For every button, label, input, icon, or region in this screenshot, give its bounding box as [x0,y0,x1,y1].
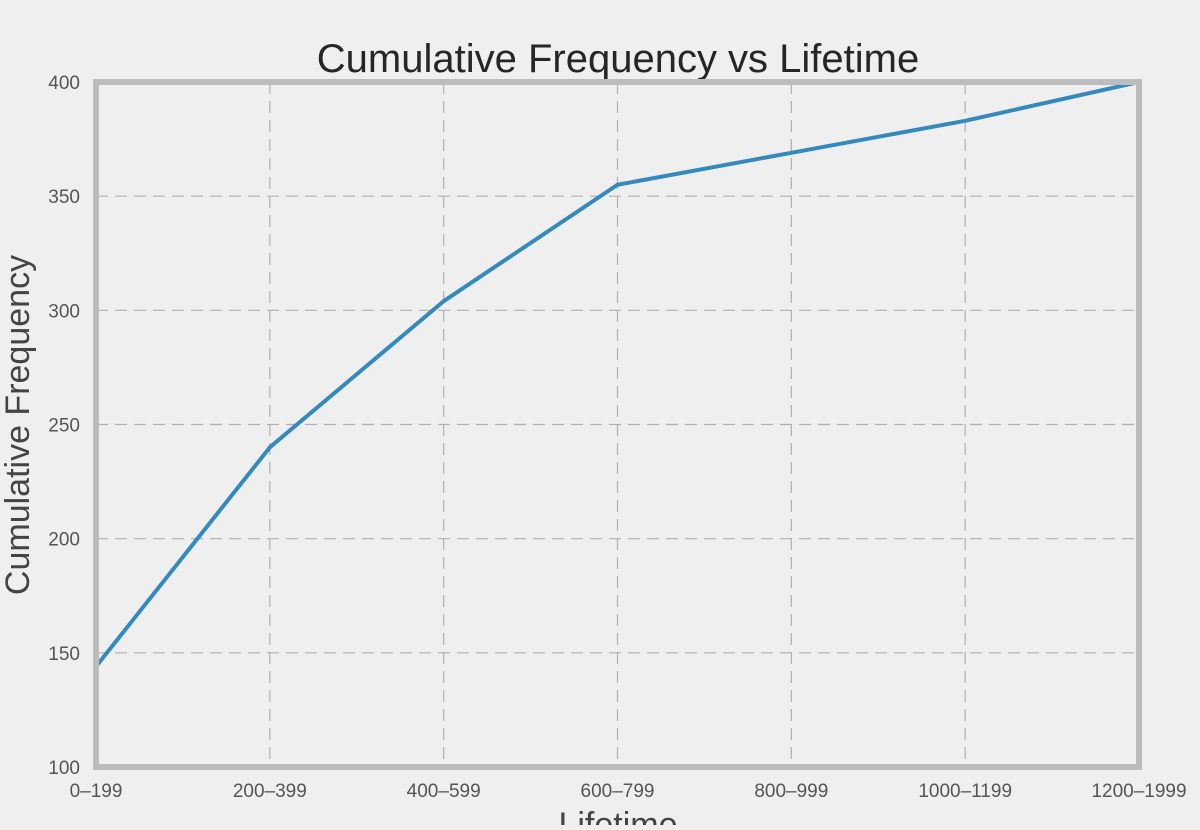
x-tick-label: 800–999 [754,781,828,802]
data-point [615,182,620,187]
y-tick-label: 300 [48,301,80,322]
y-axis-label: Cumulative Frequency [0,255,37,595]
y-tick-label: 200 [48,530,80,551]
x-tick-label: 400–599 [407,781,481,802]
y-tick-label: 150 [48,644,80,665]
gridlines [96,82,1139,767]
x-tick-labels: 0–199 200–399 400–599 600–799 800–999 1000–11… [70,781,1187,802]
x-tick-label: 600–799 [581,781,655,802]
x-tick-label: 1000–1199 [918,781,1012,802]
x-tick-label: 1200–1999 [1091,781,1186,802]
x-tick-label: 0–199 [70,781,123,802]
chart-title: Cumulative Frequency vs Lifetime [317,37,919,81]
x-axis-label: Lifetime [558,806,677,825]
data-point [441,299,446,304]
data-point [963,118,968,123]
y-tick-label: 100 [48,758,80,779]
plot-frame [93,79,1142,770]
data-point [789,150,794,155]
y-tick-label: 350 [48,187,80,208]
y-tick-labels: 100 150 200 250 300 350 400 [48,73,80,779]
x-tick-label: 200–399 [233,781,307,802]
y-tick-label: 250 [48,416,80,437]
data-point [267,445,272,450]
y-tick-label: 400 [48,73,80,94]
